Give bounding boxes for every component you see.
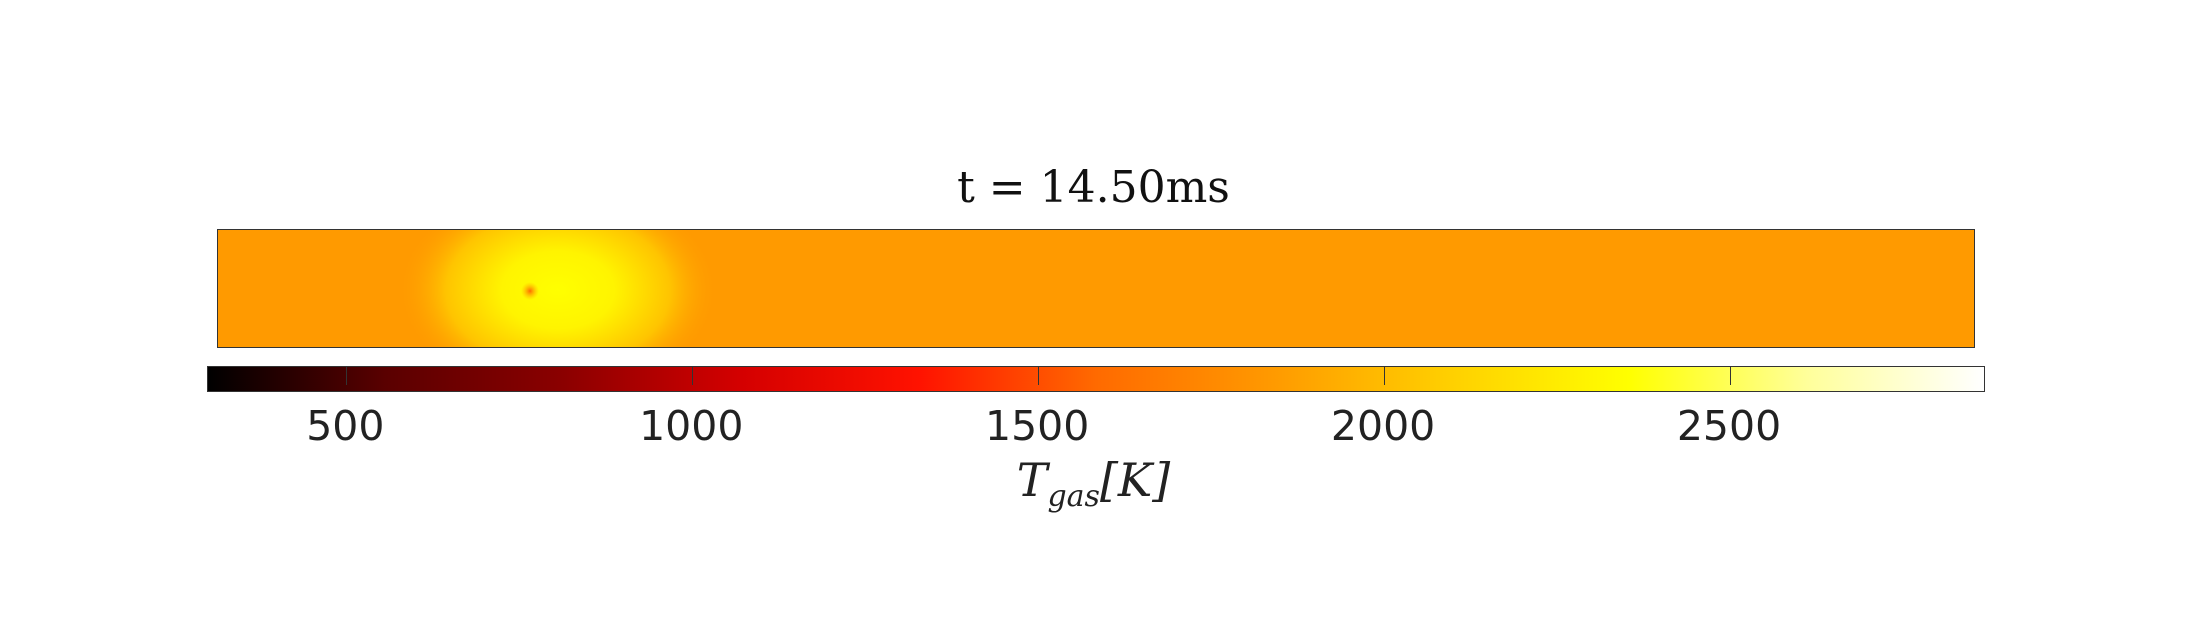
- colorbar-tick-mark: [1384, 367, 1386, 385]
- colorbar-tick-label: 1500: [985, 402, 1090, 450]
- colorbar-tick-mark: [346, 367, 348, 385]
- colorbar-label-sub: gas: [1047, 479, 1100, 514]
- ignition-spot: [521, 282, 539, 300]
- colorbar-tick-label: 2000: [1330, 402, 1436, 450]
- colorbar-tick-label: 2500: [1676, 402, 1782, 450]
- colorbar-label-unit: [K]: [1099, 453, 1171, 507]
- colorbar: [207, 366, 1985, 392]
- colorbar-tick-label: 1000: [639, 402, 744, 450]
- colorbar-label: Tgas[K]: [0, 453, 2187, 514]
- colorbar-label-main: T: [1016, 453, 1048, 507]
- colorbar-tick-label: 500: [306, 402, 385, 450]
- temperature-field-svg: [218, 230, 1974, 347]
- hot-spot-region: [398, 230, 718, 347]
- colorbar-tick-mark: [1730, 367, 1732, 385]
- chart-title: t = 14.50ms: [957, 162, 1230, 213]
- colorbar-tick-mark: [1038, 367, 1040, 385]
- colorbar-tick-mark: [692, 367, 694, 385]
- temperature-field: [217, 229, 1975, 348]
